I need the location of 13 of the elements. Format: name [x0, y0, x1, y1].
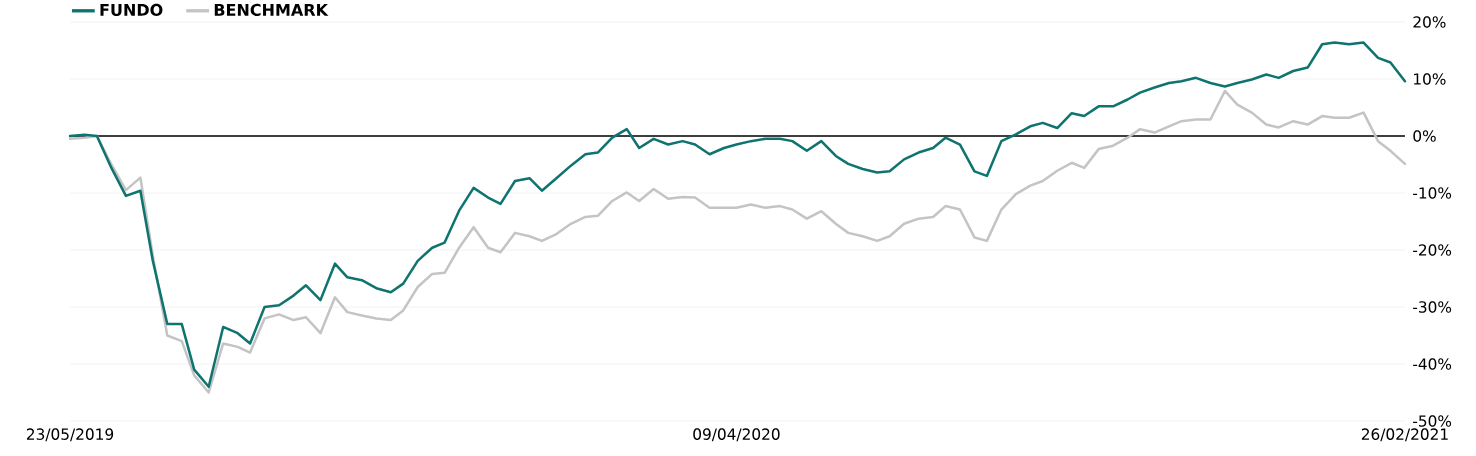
x-tick-label: 26/02/2021 [1361, 428, 1448, 442]
y-tick-label: -10% [1413, 187, 1452, 199]
y-tick-label: -30% [1413, 301, 1452, 313]
y-tick-label: -20% [1413, 244, 1452, 256]
y-tick-label: 10% [1414, 73, 1446, 85]
legend-label: BENCHMARK [214, 3, 329, 16]
y-tick-label: -40% [1413, 358, 1452, 370]
y-tick-label: 20% [1413, 16, 1446, 28]
legend-label: FUNDO [100, 3, 163, 16]
x-tick-label: 23/05/2019 [26, 428, 114, 442]
x-tick-label: 09/04/2020 [693, 428, 780, 442]
y-tick-label: -50% [1413, 415, 1452, 427]
y-tick-label: 0% [1413, 130, 1436, 142]
